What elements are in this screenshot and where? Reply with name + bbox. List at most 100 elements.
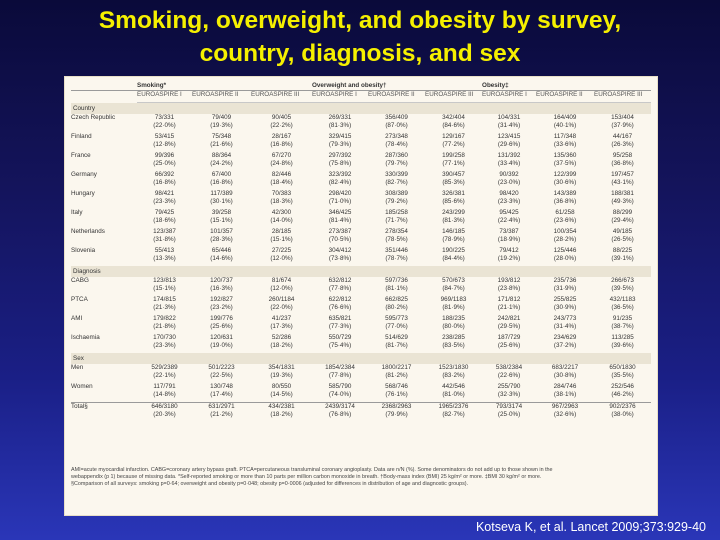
cell-count: 269/331 [328, 114, 352, 121]
table-cell: 79/412 (19·2%) [482, 247, 536, 263]
table-cell: 143/389 (36·8%) [536, 190, 594, 206]
cell-percent: (79·2%) [385, 198, 408, 205]
table-cell: 179/822 (21·8%) [137, 315, 192, 331]
table-cell: 113/285 (39·6%) [594, 334, 651, 350]
cell-percent: (25·6%) [497, 342, 521, 349]
table-cell: 304/412 (73·8%) [312, 247, 368, 263]
table-cell: 135/360 (37·5%) [536, 152, 594, 168]
table-cell: 538/2384 (22·6%) [482, 364, 536, 380]
cell-count: 174/815 [153, 296, 176, 303]
cell-percent: (28·2%) [553, 236, 577, 243]
cell-percent: (78·4%) [385, 141, 408, 148]
cell-count: 342/404 [442, 114, 465, 121]
table-cell: 55/413 (13·3%) [137, 247, 192, 263]
cell-percent: (24·2%) [210, 160, 233, 167]
table-cell: 27/225 (12·0%) [251, 247, 312, 263]
table-cell: 101/357 (28·3%) [192, 228, 251, 244]
table-cell: 190/225 (84·4%) [425, 247, 482, 263]
cell-count: 260/1184 [268, 296, 295, 303]
cell-percent: (16·8%) [270, 141, 293, 148]
table-cell: 570/673 (84·7%) [425, 277, 482, 293]
table-cell: 95/425 (22·4%) [482, 209, 536, 225]
table-cell: 130/748 (17·4%) [192, 383, 251, 399]
table-cell: 2368/2963 (79·9%) [368, 402, 426, 419]
cell-count: 104/331 [497, 114, 521, 121]
cell-count: 235/736 [553, 277, 577, 284]
cell-count: 42/300 [271, 209, 292, 216]
cell-percent: (20·3%) [153, 411, 176, 418]
table-cell: 346/425 (81·4%) [312, 209, 368, 225]
cell-percent: (28·3%) [210, 236, 233, 243]
table-cell: 342/404 (84·6%) [425, 114, 482, 130]
row-label: Slovenia [71, 247, 96, 254]
cell-percent: (25·0%) [497, 411, 521, 418]
table-cell: 44/167 (26·3%) [594, 133, 651, 149]
cell-percent: (81·3%) [442, 217, 465, 224]
cell-count: 79/425 [154, 209, 175, 216]
cell-count: 622/812 [328, 296, 352, 303]
cell-count: 278/354 [385, 228, 408, 235]
table-cell: 52/286 (18·2%) [251, 334, 312, 350]
table-cell: 969/1183 (81·9%) [425, 296, 482, 312]
table-cell: 967/2963 (32·6%) [536, 402, 595, 419]
cell-count: 351/446 [385, 247, 408, 254]
row-label: Men [71, 364, 84, 371]
cell-percent: (23·0%) [497, 179, 521, 186]
table-cell: 297/392 (75·8%) [312, 152, 368, 168]
cell-percent: (15·1%) [210, 217, 233, 224]
table-cell: 67/400 (16·8%) [192, 171, 251, 187]
table-cell: 75/348 (21·6%) [192, 133, 251, 149]
cell-count: 273/387 [328, 228, 352, 235]
cell-percent: (15·1%) [270, 236, 293, 243]
cell-count: 28/167 [271, 133, 292, 140]
survey-header: EUROASPIRE I [137, 90, 192, 103]
cell-count: 969/1183 [440, 296, 467, 303]
table-cell: 164/409 (40·1%) [536, 114, 594, 130]
table-cell: 266/673 (39·5%) [594, 277, 651, 293]
cell-percent: (81·9%) [442, 304, 465, 311]
table-row: Czech Republic 73/331 (22·0%) 79/409 (19·3%)… [71, 114, 651, 130]
table-cell: 390/457 (85·3%) [425, 171, 482, 187]
cell-percent: (85·6%) [442, 198, 465, 205]
cell-percent: (19·2%) [497, 255, 521, 262]
cell-percent: (22·0%) [153, 122, 176, 129]
group-header-obesity: Obesity‡ [482, 81, 652, 91]
cell-percent: (46·2%) [611, 391, 634, 398]
footnote-line: webappendix (p 1) because of missing dat… [71, 474, 542, 480]
table-cell: 260/1184 (22·0%) [251, 296, 312, 312]
cell-percent: (22·5%) [210, 372, 233, 379]
cell-percent: (81·4%) [328, 217, 352, 224]
cell-percent: (25·6%) [210, 323, 233, 330]
table-cell: 61/258 (23·6%) [536, 209, 594, 225]
cell-percent: (79·7%) [385, 160, 408, 167]
table-cell: 123/415 (29·6%) [482, 133, 536, 149]
cell-percent: (12·0%) [270, 255, 293, 262]
table-cell: 298/420 (71·0%) [312, 190, 368, 206]
cell-percent: (16·8%) [210, 179, 233, 186]
cell-percent: (75·8%) [328, 160, 352, 167]
table-cell: 434/2381 (18·2%) [251, 402, 313, 419]
cell-percent: (83·2%) [442, 372, 465, 379]
table-cell: 501/2223 (22·5%) [192, 364, 251, 380]
cell-count: 585/790 [328, 383, 352, 390]
row-label: Women [71, 383, 93, 390]
cell-percent: (80·0%) [442, 323, 465, 330]
cell-count: 501/2223 [208, 364, 235, 371]
cell-percent: (33·4%) [497, 160, 521, 167]
table-body: Country Czech Republic 73/331 (22·0%) 79/409… [71, 102, 652, 419]
cell-percent: (16·3%) [210, 285, 233, 292]
table-cell: 284/746 (38·1%) [536, 383, 594, 399]
cell-count: 597/736 [385, 277, 408, 284]
cell-percent: (81·3%) [328, 122, 352, 129]
table-cell: 631/2971 (21·2%) [192, 402, 251, 419]
table-cell: 65/446 (14·6%) [192, 247, 251, 263]
table-cell: 568/746 (76·1%) [368, 383, 425, 399]
table-cell: 170/730 (23·3%) [137, 334, 192, 350]
cell-count: 1854/2384 [325, 364, 355, 371]
table-cell: 28/185 (15·1%) [251, 228, 312, 244]
cell-count: 242/821 [497, 315, 521, 322]
cell-count: 99/396 [154, 152, 175, 159]
cell-percent: (71·7%) [385, 217, 408, 224]
table-row: Hungary 98/421 (23·3%) 117/389 (30·1%) 70/383… [71, 190, 651, 206]
table-cell: 442/546 (81·0%) [425, 383, 482, 399]
